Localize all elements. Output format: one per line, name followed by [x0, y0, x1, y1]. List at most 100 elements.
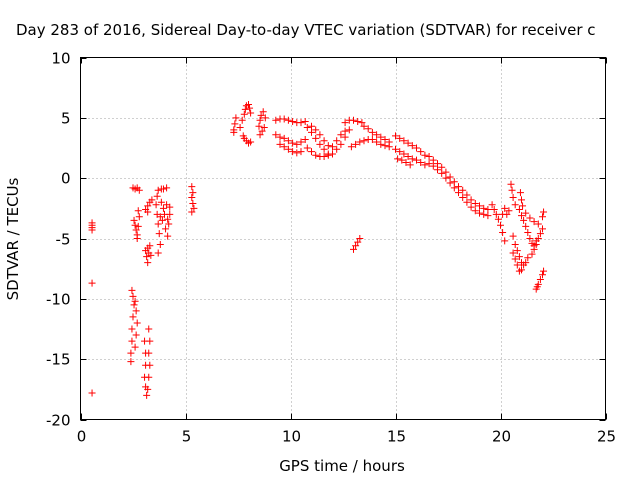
data-point [241, 105, 249, 113]
data-point [320, 145, 328, 153]
data-point [511, 255, 519, 263]
data-point [293, 149, 301, 157]
data-point [230, 128, 238, 136]
y-tick-labels: -20 -15 -10 -5 0 5 10 [46, 50, 71, 430]
data-point [404, 139, 412, 147]
data-point [148, 196, 156, 204]
data-point [301, 117, 309, 125]
data-point [413, 156, 420, 164]
data-point [129, 292, 137, 300]
data-point [345, 126, 353, 134]
data-point [132, 331, 140, 339]
data-point [505, 207, 513, 215]
data-point [293, 140, 301, 148]
data-point [239, 132, 247, 140]
data-point [408, 142, 416, 150]
data-point [316, 131, 324, 139]
data-point [438, 169, 446, 177]
data-point [524, 254, 532, 262]
data-point [312, 134, 320, 142]
data-point [134, 207, 142, 215]
data-point [240, 110, 248, 118]
data-point [132, 307, 140, 315]
data-point [144, 202, 152, 210]
y-tick-label: 5 [61, 110, 71, 128]
x-axis-label: GPS time / hours [279, 457, 405, 475]
data-point [258, 127, 266, 135]
data-point [303, 123, 311, 131]
data-point [467, 196, 475, 204]
data-point [509, 232, 517, 240]
data-point [333, 145, 341, 153]
data-point [145, 325, 153, 333]
data-point [396, 134, 404, 142]
data-point [146, 361, 154, 369]
data-point [189, 189, 197, 197]
data-point [400, 150, 408, 158]
data-point [381, 142, 389, 150]
data-point [398, 156, 406, 164]
data-point [144, 244, 152, 252]
data-point [247, 138, 255, 146]
data-point [530, 245, 538, 253]
data-point [471, 200, 479, 208]
data-point [188, 208, 196, 216]
data-point [467, 203, 475, 211]
data-point [272, 116, 280, 124]
data-point [261, 114, 269, 122]
data-point [144, 385, 152, 393]
data-point [154, 220, 162, 228]
data-point [373, 131, 381, 139]
data-point [354, 238, 362, 246]
data-point [297, 119, 305, 127]
data-point [540, 267, 548, 275]
data-point [402, 158, 410, 166]
data-point [522, 259, 530, 267]
data-point [260, 123, 268, 131]
data-point [337, 131, 345, 139]
data-point [166, 203, 174, 211]
data-point [511, 241, 519, 249]
data-point [526, 214, 534, 222]
data-point [341, 119, 349, 127]
data-point [518, 212, 525, 220]
data-point [316, 140, 324, 148]
data-point [360, 137, 368, 145]
data-point [154, 186, 162, 194]
x-tick-label: 15 [387, 428, 406, 446]
data-point [488, 201, 496, 209]
data-point [130, 216, 138, 224]
data-point [396, 148, 404, 156]
data-point [133, 319, 141, 327]
data-point [503, 210, 511, 218]
data-point [534, 235, 542, 242]
data-point [480, 204, 488, 212]
data-point [515, 206, 523, 214]
data-point [145, 349, 153, 357]
data-point [526, 235, 534, 242]
data-point [284, 145, 292, 153]
data-point [320, 152, 328, 160]
data-point [534, 220, 542, 228]
data-point [147, 251, 155, 259]
data-point [501, 204, 509, 212]
data-point [157, 198, 165, 206]
data-point [324, 151, 332, 159]
data-point [400, 137, 408, 145]
data-point [135, 213, 143, 221]
data-point [164, 215, 172, 223]
data-point [144, 208, 152, 216]
data-point [289, 117, 297, 125]
x-tick-label: 25 [597, 428, 616, 446]
data-point [408, 155, 416, 163]
data-point [494, 215, 502, 223]
data-point [540, 208, 548, 216]
data-point [162, 225, 170, 233]
data-point [515, 253, 523, 261]
data-point [364, 125, 372, 133]
data-point [303, 144, 311, 152]
data-point [188, 193, 196, 201]
data-point [507, 180, 515, 188]
data-point [257, 111, 265, 119]
data-point [128, 325, 136, 333]
